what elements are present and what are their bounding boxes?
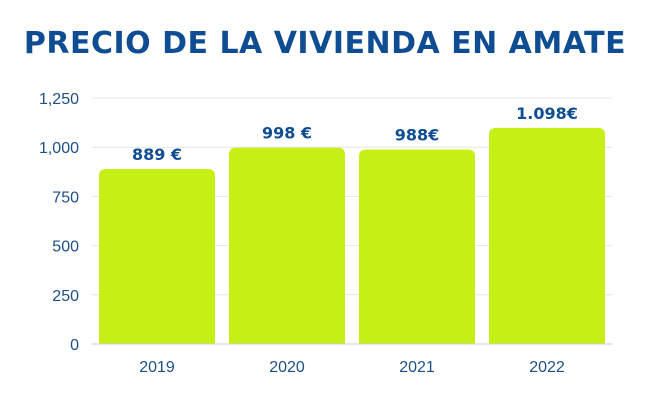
bar [359,149,475,344]
y-tick-label: 250 [52,288,79,305]
x-tick-label: 2021 [399,359,435,376]
y-axis-ticks: 0 250 500 750 1,000 1,250 [39,91,79,354]
y-tick-label: 750 [52,189,79,206]
bar [229,147,345,344]
x-tick-label: 2020 [269,359,305,376]
bar [99,169,215,344]
x-tick-label: 2022 [529,359,565,376]
data-labels: 889 € 998 € 988€ 1.098€ [132,104,578,164]
y-tick-label: 0 [70,337,79,354]
y-tick-label: 1,250 [39,91,79,108]
data-label: 988€ [395,126,440,145]
bar [489,127,605,344]
x-axis-ticks: 2019 2020 2021 2022 [139,359,565,376]
data-label: 1.098€ [516,104,578,123]
x-tick-label: 2019 [139,359,175,376]
bars [99,127,605,344]
y-tick-label: 500 [52,239,79,256]
y-tick-label: 1,000 [39,140,79,157]
data-label: 889 € [132,145,182,164]
data-label: 998 € [262,124,312,143]
chart-title: PRECIO DE LA VIVIENDA EN AMATE [23,26,627,61]
